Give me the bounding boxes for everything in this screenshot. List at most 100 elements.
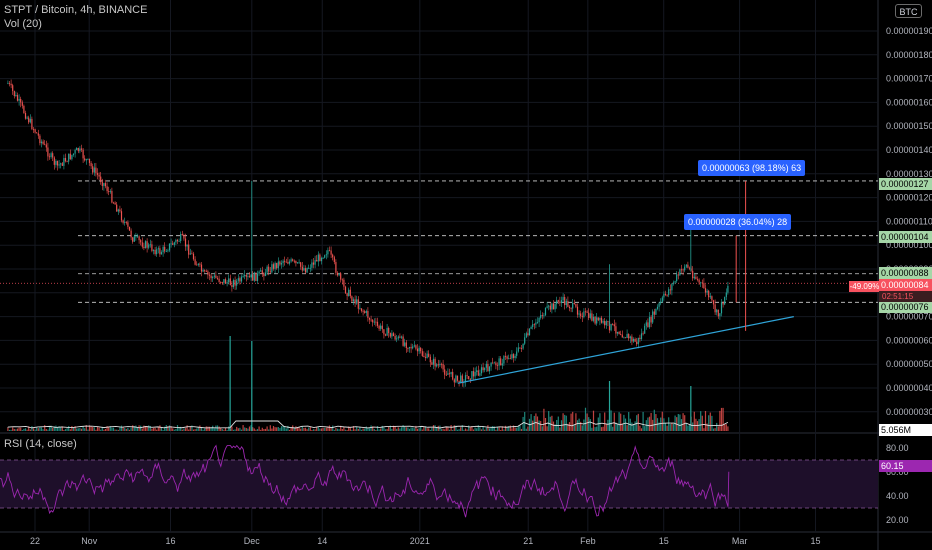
volume-bar (328, 425, 331, 431)
candle (207, 271, 209, 275)
volume-bar (42, 429, 44, 431)
volume-bar (88, 425, 91, 431)
candle (300, 262, 302, 267)
volume-bar (125, 428, 127, 431)
volume-bar (15, 429, 17, 431)
volume-bar (172, 428, 174, 431)
time-tick-label: 21 (523, 536, 533, 546)
currency-badge[interactable]: BTC (895, 4, 922, 18)
candle (192, 253, 195, 260)
candle (287, 262, 289, 264)
candle (34, 129, 36, 133)
volume-bar (508, 426, 510, 431)
volume-bar (482, 425, 484, 431)
volume-bar (428, 428, 430, 431)
volume-bar (279, 428, 281, 431)
volume-bar (408, 428, 411, 431)
volume-bar (124, 428, 126, 431)
volume-bar (44, 425, 46, 431)
volume-bar (263, 429, 265, 431)
volume-bar (445, 427, 447, 431)
candle (175, 239, 177, 243)
time-tick-label: 16 (165, 536, 175, 546)
volume-bar (565, 415, 567, 431)
volume-bar (306, 429, 308, 431)
candle (37, 133, 39, 136)
volume-bar (87, 429, 89, 431)
volume-bar (96, 426, 99, 431)
volume-bar (253, 428, 255, 431)
candle (194, 259, 196, 265)
candle (31, 118, 33, 129)
volume-value-label: 5.056M (879, 424, 932, 436)
candle (672, 282, 675, 284)
volume-bar (21, 429, 23, 431)
volume-bar (26, 429, 28, 431)
volume-bar (588, 417, 590, 431)
volume-bar (212, 425, 214, 431)
candle (480, 367, 483, 374)
volume-bar (610, 410, 612, 431)
volume-bar (615, 422, 617, 431)
candle (666, 294, 668, 296)
candle (138, 236, 140, 241)
candle (380, 325, 382, 329)
volume-bar (573, 425, 575, 431)
candle (224, 279, 227, 284)
volume-bar (352, 426, 355, 431)
price-tick-label: 0.00000040 (886, 383, 932, 393)
volume-spike (229, 336, 231, 431)
candle (132, 237, 134, 242)
volume-bar (191, 425, 193, 431)
candle (421, 351, 423, 356)
candle (223, 279, 225, 283)
volume-bar (128, 429, 131, 431)
candle (607, 321, 609, 323)
candle (490, 362, 492, 367)
volume-bar (300, 428, 302, 431)
volume-bar (695, 418, 697, 431)
candle (7, 83, 9, 85)
candle (405, 342, 407, 348)
candle (127, 222, 129, 227)
candle (426, 353, 428, 358)
volume-bar (343, 426, 345, 431)
candle (173, 242, 175, 245)
candle (391, 333, 393, 337)
candle (330, 250, 332, 255)
volume-bar (388, 426, 390, 431)
candle (146, 241, 148, 248)
volume-bar (426, 428, 428, 431)
volume-bar (167, 426, 169, 431)
candle (10, 83, 12, 86)
candle (487, 363, 489, 372)
candle (645, 322, 647, 326)
volume-bar (202, 429, 204, 431)
volume-bar (418, 428, 420, 431)
candle (536, 322, 539, 323)
volume-bar (274, 427, 276, 431)
volume-bar (672, 423, 675, 431)
candle (636, 341, 638, 345)
volume-bar (420, 426, 422, 431)
volume-bar (218, 426, 220, 431)
price-tick-label: 0.00000180 (886, 50, 932, 60)
volume-bar (384, 429, 387, 431)
volume-bar (284, 426, 286, 431)
candle (236, 280, 238, 286)
candle (458, 380, 460, 383)
volume-bar (72, 427, 75, 431)
candle (63, 158, 65, 166)
candle (122, 220, 124, 223)
volume-bar (536, 416, 539, 431)
candle (517, 347, 519, 352)
time-tick-label: 14 (317, 536, 327, 546)
volume-bar (554, 424, 556, 431)
volume-bar (493, 426, 495, 431)
candle (570, 308, 572, 309)
candle (549, 305, 551, 310)
candle (376, 321, 379, 326)
volume-bar (148, 425, 150, 431)
volume-bar (476, 428, 478, 431)
